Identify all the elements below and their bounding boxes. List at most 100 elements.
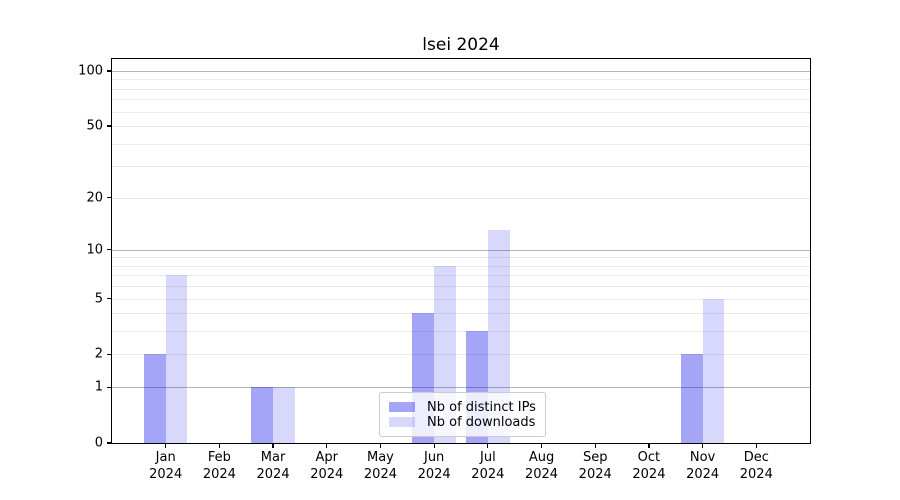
- x-tick: [326, 443, 328, 448]
- grid-line-minor: [112, 275, 810, 277]
- grid-line-minor: [112, 111, 810, 113]
- legend-label: Nb of downloads: [427, 414, 536, 430]
- x-tick-label-month: Sep: [582, 450, 608, 465]
- grid-line-minor: [112, 354, 810, 356]
- bar-distinct-ips: [143, 354, 166, 443]
- grid-line-minor: [112, 79, 810, 81]
- x-tick-label-year: 2024: [149, 466, 183, 482]
- x-tick-label: Mar 2024: [241, 450, 305, 483]
- plot-area: [112, 59, 810, 443]
- x-tick-label: Nov 2024: [671, 450, 735, 483]
- legend-item: Nb of downloads: [389, 415, 536, 430]
- grid-line-minor: [112, 257, 810, 259]
- y-tick: [107, 297, 112, 300]
- bar-distinct-ips: [680, 354, 703, 443]
- x-tick-label: Apr 2024: [295, 450, 359, 483]
- legend-swatch-distinct-ips: [389, 402, 415, 412]
- grid-line-major: [112, 249, 810, 251]
- legend-label: Nb of distinct IPs: [427, 399, 536, 415]
- legend-items: Nb of distinct IPs Nb of downloads: [389, 400, 536, 430]
- grid-line-minor: [112, 88, 810, 90]
- x-tick: [487, 443, 489, 448]
- y-tick-label: 10: [86, 242, 103, 258]
- y-tick-label: 2: [94, 346, 103, 362]
- grid-line-minor: [112, 313, 810, 315]
- x-tick-label-year: 2024: [578, 466, 612, 482]
- grid-line-minor: [112, 143, 810, 145]
- y-tick-label: 100: [78, 63, 103, 79]
- x-tick: [755, 443, 757, 448]
- y-tick: [107, 70, 112, 72]
- x-tick-label-month: May: [367, 450, 394, 465]
- x-tick: [433, 443, 435, 448]
- x-tick: [594, 443, 596, 448]
- grid-line-minor: [112, 331, 810, 333]
- grid-line-minor: [112, 286, 810, 288]
- grid-line-minor: [112, 99, 810, 101]
- y-tick: [107, 386, 112, 388]
- x-tick-label-year: 2024: [310, 466, 344, 482]
- x-tick-label-month: Mar: [260, 450, 286, 465]
- x-tick-label-year: 2024: [686, 466, 720, 482]
- y-tick: [107, 125, 112, 127]
- x-tick-label: Jun 2024: [402, 450, 466, 483]
- y-tick: [107, 196, 112, 199]
- x-tick-label-year: 2024: [256, 466, 290, 482]
- grid-line-major: [112, 71, 810, 72]
- x-tick-label-year: 2024: [363, 466, 397, 482]
- y-tick-label: 50: [86, 118, 103, 134]
- x-tick-label-month: Jan: [155, 450, 176, 465]
- y-tick: [107, 442, 112, 444]
- bar-downloads: [487, 230, 510, 443]
- grid-line-minor: [112, 166, 810, 168]
- legend-item: Nb of distinct IPs: [389, 400, 536, 415]
- legend-swatch-downloads: [389, 417, 415, 427]
- y-tick-label: 20: [86, 190, 103, 206]
- x-tick-label-year: 2024: [417, 466, 451, 482]
- x-tick-label: Feb 2024: [187, 450, 251, 483]
- x-tick-label-month: Feb: [207, 450, 231, 465]
- x-tick-label-month: Apr: [315, 450, 339, 465]
- x-tick-label-year: 2024: [524, 466, 559, 482]
- x-tick-label-year: 2024: [739, 466, 773, 482]
- legend: Nb of distinct IPs Nb of downloads: [379, 392, 546, 437]
- x-tick-label-month: Oct: [637, 450, 661, 465]
- x-tick-label: Aug 2024: [510, 450, 574, 483]
- x-tick-label: Sep 2024: [563, 450, 627, 483]
- x-tick: [540, 443, 543, 448]
- x-tick-label-month: Nov: [689, 450, 716, 465]
- x-tick-label-month: Jul: [480, 450, 496, 465]
- x-tick: [165, 443, 167, 448]
- x-tick-label: May 2024: [348, 450, 412, 483]
- grid-line-minor: [112, 197, 810, 199]
- x-tick: [648, 443, 650, 448]
- x-tick-label-year: 2024: [471, 466, 505, 482]
- y-tick-label: 5: [94, 291, 103, 307]
- x-tick-label: Dec 2024: [724, 450, 788, 483]
- y-tick: [107, 353, 112, 356]
- grid-line-minor: [112, 265, 810, 267]
- x-tick-label: Jul 2024: [456, 450, 520, 483]
- y-tick-label: 1: [94, 379, 103, 395]
- x-tick-label-month: Jun: [423, 450, 445, 465]
- x-tick: [272, 443, 274, 448]
- bar-downloads: [702, 298, 725, 443]
- chart-title: lsei 2024: [422, 35, 500, 55]
- x-tick-label: Jan 2024: [134, 450, 198, 483]
- y-tick-label: 0: [94, 435, 103, 451]
- x-tick: [218, 443, 220, 448]
- x-tick: [702, 443, 704, 448]
- grid-line-minor: [112, 298, 810, 300]
- grid-line-major: [112, 387, 810, 389]
- bar-downloads: [273, 387, 295, 443]
- bar-downloads: [165, 275, 188, 443]
- x-tick-label-month: Aug: [528, 450, 555, 465]
- y-tick: [107, 249, 112, 251]
- x-tick-label-year: 2024: [202, 466, 236, 482]
- x-tick-label-month: Dec: [743, 450, 769, 465]
- x-tick-label: Oct 2024: [617, 450, 681, 483]
- bar-distinct-ips: [251, 387, 274, 443]
- grid-line-minor: [112, 126, 810, 128]
- x-tick-label-year: 2024: [632, 466, 666, 482]
